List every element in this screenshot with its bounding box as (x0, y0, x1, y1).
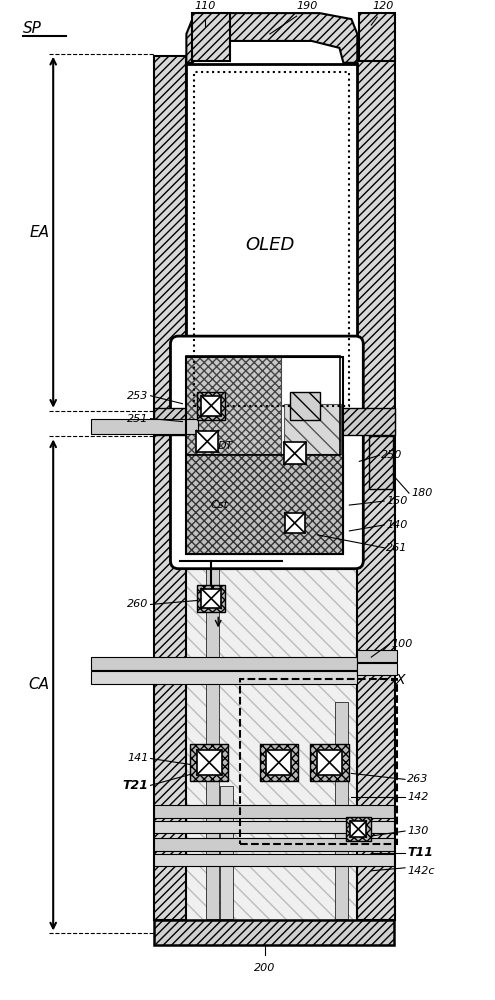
Text: 142c: 142c (407, 866, 435, 876)
Bar (197, 750, 222, 775)
Bar (266, 750, 291, 775)
Bar (91, 419, 198, 434)
Bar (153, 434, 394, 920)
Bar (317, 750, 342, 775)
Bar (91, 671, 357, 684)
Text: 120: 120 (372, 1, 394, 11)
Bar (309, 744, 349, 781)
Text: X: X (396, 673, 405, 687)
Bar (338, 408, 395, 435)
Bar (193, 13, 230, 61)
Bar (191, 744, 228, 781)
Bar (153, 821, 394, 833)
Bar (240, 679, 397, 844)
Text: EA: EA (29, 225, 50, 240)
Bar (350, 821, 366, 837)
Text: 253: 253 (127, 391, 148, 401)
Text: 100: 100 (391, 639, 412, 649)
Text: CA: CA (29, 677, 50, 692)
Bar (153, 838, 394, 851)
Bar (220, 786, 233, 919)
Bar (153, 805, 394, 818)
Bar (187, 64, 357, 414)
FancyBboxPatch shape (170, 336, 363, 569)
Text: 140: 140 (386, 520, 407, 530)
Text: 190: 190 (297, 1, 318, 11)
Bar (284, 404, 342, 461)
Text: 200: 200 (254, 963, 276, 973)
Bar (359, 13, 395, 61)
Bar (187, 356, 341, 455)
Bar (260, 744, 297, 781)
Bar (206, 543, 219, 919)
Bar (153, 408, 208, 435)
Bar (91, 657, 357, 670)
Bar (357, 650, 397, 662)
Text: 261: 261 (386, 543, 407, 553)
Bar (357, 663, 397, 675)
Bar (369, 436, 393, 489)
Bar (153, 56, 187, 920)
Text: 251: 251 (127, 414, 148, 424)
Bar (195, 72, 349, 406)
Bar (201, 396, 221, 416)
Text: 250: 250 (381, 450, 402, 460)
Text: T21: T21 (123, 779, 148, 792)
Polygon shape (187, 13, 357, 63)
Text: 263: 263 (407, 774, 428, 784)
Text: 150: 150 (386, 496, 407, 506)
Text: SP: SP (23, 21, 42, 36)
Bar (187, 454, 344, 554)
Bar (336, 702, 348, 919)
Text: 142: 142 (407, 792, 428, 802)
Bar (357, 56, 395, 920)
Bar (198, 392, 225, 420)
Bar (198, 585, 225, 612)
Text: 110: 110 (195, 1, 216, 11)
Text: OLED: OLED (245, 236, 295, 254)
Bar (290, 392, 320, 420)
Bar (153, 920, 394, 945)
Bar (285, 513, 304, 533)
Text: 130: 130 (407, 826, 428, 836)
Bar (284, 442, 305, 464)
Bar (187, 357, 344, 554)
Bar (197, 431, 218, 452)
Text: 180: 180 (411, 488, 432, 498)
Bar (187, 356, 281, 455)
Text: 141: 141 (127, 753, 148, 763)
Bar (346, 817, 371, 841)
Text: DT: DT (218, 441, 234, 451)
Bar (201, 589, 221, 608)
Text: Cst: Cst (210, 500, 228, 510)
Bar (153, 854, 394, 866)
Text: T11: T11 (407, 846, 433, 859)
Text: 260: 260 (127, 599, 148, 609)
